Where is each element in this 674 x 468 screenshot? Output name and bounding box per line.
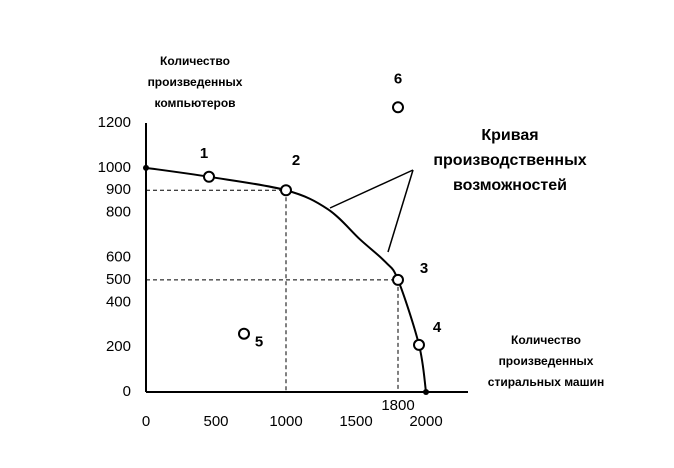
point: [280, 184, 292, 197]
point: [238, 327, 250, 340]
point: [203, 170, 215, 183]
x-axis-label: Количество: [511, 333, 581, 347]
x-tick-label: 2000: [409, 413, 442, 430]
y-tick-label: 200: [106, 338, 131, 355]
point-label: 1: [200, 145, 208, 162]
x-tick-label: 0: [142, 413, 150, 430]
y-axis-label: Количество: [160, 54, 230, 68]
point: [392, 101, 404, 114]
y-tick-label: 400: [106, 293, 131, 310]
point-label: 6: [394, 70, 402, 87]
annotation-arrow: [387, 169, 414, 253]
point-label: 3: [420, 260, 428, 277]
x-tick-label: 1500: [339, 413, 372, 430]
y-tick-label: 800: [106, 204, 131, 221]
x-axis-label: стиральных машин: [488, 375, 604, 389]
annotation: возможностей: [453, 177, 567, 194]
point-label: 5: [255, 334, 263, 351]
x-tick-label: 500: [203, 413, 228, 430]
y-tick-label: 500: [106, 271, 131, 288]
y-tick-label: 600: [106, 248, 131, 265]
y-axis-label: произведенных: [148, 75, 243, 89]
frontier-end: [423, 389, 429, 395]
point: [413, 338, 425, 351]
y-tick-label: 1200: [98, 114, 131, 131]
annotation: Кривая: [481, 127, 538, 144]
frontier-line: [145, 166, 427, 393]
x-tick-label: 1000: [269, 413, 302, 430]
y-axis-label: компьютеров: [154, 96, 235, 110]
point-label: 2: [292, 152, 300, 169]
frontier-end: [143, 164, 149, 171]
annotation: производственных: [433, 152, 586, 169]
point-label: 4: [433, 319, 442, 336]
x-axis-label: произведенных: [499, 354, 594, 368]
annotation-arrow: [329, 169, 414, 209]
point: [392, 273, 404, 286]
y-tick-label: 900: [106, 181, 131, 198]
y-tick-label: 1000: [98, 159, 131, 176]
y-tick-label: 0: [123, 383, 131, 400]
x-tick-label: 1800: [381, 397, 414, 414]
